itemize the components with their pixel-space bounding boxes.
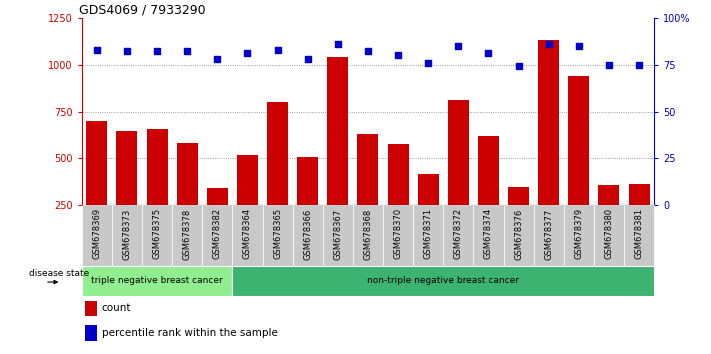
Bar [82,266,232,296]
Bar [417,175,439,252]
Point [212,56,223,62]
Text: GSM678371: GSM678371 [424,208,433,259]
Point [422,60,434,65]
Text: GSM678379: GSM678379 [574,208,583,259]
Bar [448,100,469,252]
Bar [323,205,353,266]
Bar [176,143,198,252]
Text: GSM678378: GSM678378 [183,208,192,259]
Point [513,64,524,69]
Text: GSM678380: GSM678380 [604,208,614,259]
Text: GSM678370: GSM678370 [394,208,402,259]
Bar [413,205,443,266]
Text: GDS4069 / 7933290: GDS4069 / 7933290 [79,4,205,17]
Text: non-triple negative breast cancer: non-triple negative breast cancer [368,276,519,285]
Bar [237,155,258,252]
Text: GSM678377: GSM678377 [544,208,553,259]
Bar [624,205,654,266]
Text: GSM678372: GSM678372 [454,208,463,259]
Text: GSM678374: GSM678374 [484,208,493,259]
Point [302,56,314,62]
Text: GSM678381: GSM678381 [634,208,643,259]
Bar [478,136,499,252]
Bar [262,205,293,266]
Bar [599,185,619,252]
Text: GSM678367: GSM678367 [333,208,342,259]
Text: GSM678373: GSM678373 [122,208,132,259]
Bar [568,76,589,252]
Point [453,43,464,48]
Text: GSM678365: GSM678365 [273,208,282,259]
Point [362,48,374,54]
Point [332,41,343,47]
Bar [564,205,594,266]
Bar [142,205,172,266]
Bar [387,144,409,252]
Bar [117,131,137,252]
Text: GSM678369: GSM678369 [92,208,102,259]
Point [272,47,283,52]
Point [483,51,494,56]
Point [603,62,614,68]
Text: triple negative breast cancer: triple negative breast cancer [91,276,223,285]
Text: GSM678382: GSM678382 [213,208,222,259]
Bar [353,205,383,266]
Bar [474,205,503,266]
Text: GSM678376: GSM678376 [514,208,523,259]
Bar [327,57,348,252]
Bar [503,205,534,266]
Bar [232,266,654,296]
Bar [146,129,168,252]
Text: GSM678364: GSM678364 [243,208,252,259]
Bar [508,188,529,252]
Text: GSM678368: GSM678368 [363,208,373,259]
Bar [383,205,413,266]
Bar [538,40,560,252]
Bar [594,205,624,266]
Bar [112,205,142,266]
Bar [207,188,228,252]
Point [151,48,163,54]
Bar [172,205,202,266]
Bar [358,134,378,252]
Text: percentile rank within the sample: percentile rank within the sample [102,328,278,338]
Bar [534,205,564,266]
Bar [85,301,97,316]
Bar [297,158,319,252]
Point [181,48,193,54]
Bar [86,121,107,252]
Point [634,62,645,68]
Text: GSM678366: GSM678366 [303,208,312,259]
Point [91,47,102,52]
Bar [629,184,650,252]
Text: disease state: disease state [28,269,89,278]
Bar [293,205,323,266]
Point [242,51,253,56]
Point [573,43,584,48]
Text: count: count [102,303,132,314]
Bar [443,205,474,266]
Bar [82,205,112,266]
Bar [85,325,97,341]
Bar [267,102,288,252]
Point [543,41,555,47]
Point [122,48,133,54]
Bar [202,205,232,266]
Point [392,52,404,58]
Bar [232,205,262,266]
Text: GSM678375: GSM678375 [153,208,161,259]
